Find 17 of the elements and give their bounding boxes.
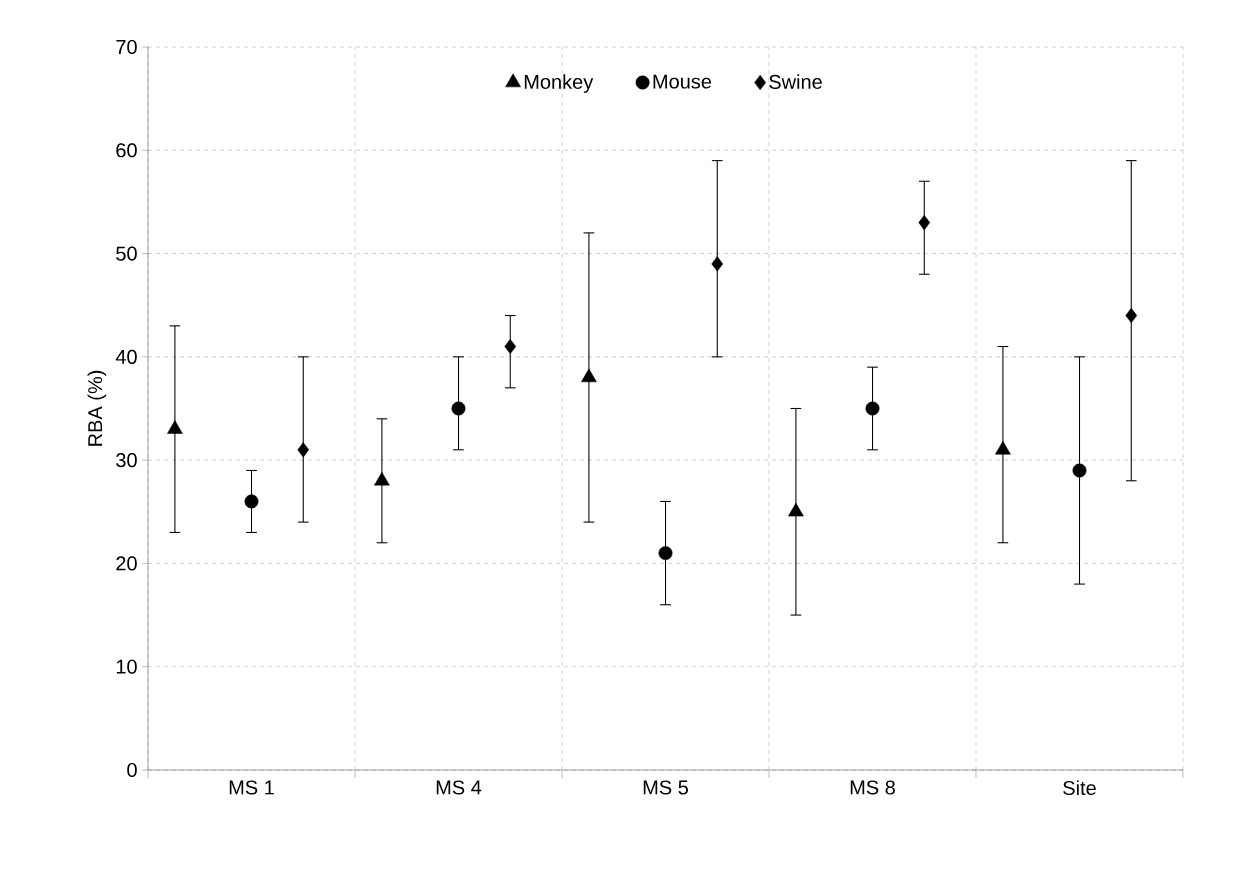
x-tick-label: MS 4 xyxy=(436,780,482,795)
x-tick-label: MS 8 xyxy=(850,780,895,795)
y-axis-title: RBA (%) xyxy=(87,370,107,446)
y-tick-label: 0 xyxy=(127,762,137,778)
legend-label: Monkey xyxy=(524,74,594,93)
x-tick-label: MS 1 xyxy=(229,780,274,795)
y-tick-label: 20 xyxy=(116,556,137,571)
y-tick-label: 50 xyxy=(116,246,137,261)
legend-label: Swine xyxy=(769,74,822,89)
y-tick-label: 10 xyxy=(116,659,137,674)
y-tick-label: 40 xyxy=(115,349,137,364)
legend-label: Mouse xyxy=(653,74,712,89)
y-tick-label: 60 xyxy=(116,143,137,158)
y-tick-label: 70 xyxy=(116,39,137,55)
y-tick-label: 30 xyxy=(116,453,137,468)
x-tick-label: MS 5 xyxy=(643,780,688,795)
x-tick-label: Site xyxy=(1063,780,1096,796)
